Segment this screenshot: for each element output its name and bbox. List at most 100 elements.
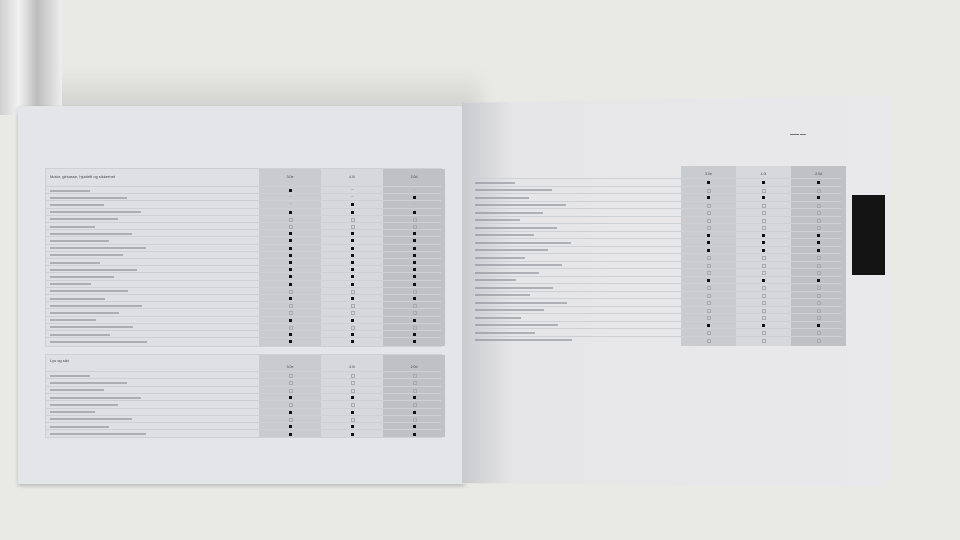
standard-mark <box>762 278 765 282</box>
optional-mark <box>762 308 766 313</box>
table-row <box>46 186 441 194</box>
brochure-left-page: Standardutstyr Ekstrautstyr Leveres ikke… <box>18 106 465 484</box>
standard-mark <box>412 340 416 344</box>
row-label <box>50 389 104 392</box>
optional-mark <box>762 218 766 223</box>
optional-mark <box>412 225 417 230</box>
row-label <box>50 268 137 271</box>
standard-mark <box>412 232 416 236</box>
optional-mark <box>412 311 417 316</box>
optional-mark <box>350 304 355 309</box>
standard-mark <box>350 318 354 322</box>
table-row <box>46 429 441 437</box>
row-label <box>50 297 105 300</box>
standard-mark <box>288 232 292 236</box>
standard-mark <box>350 410 354 414</box>
optional-mark <box>288 388 293 393</box>
optional-mark <box>817 338 821 343</box>
column-header: 3.0e <box>286 175 294 179</box>
optional-mark <box>707 271 711 276</box>
optional-mark <box>817 226 821 231</box>
table-row <box>46 315 441 324</box>
column-header: 4.0i <box>349 175 355 179</box>
spec-table-right: 3.0e 4.0i 2.0d <box>470 165 846 347</box>
standard-mark <box>817 233 820 237</box>
row-label <box>475 309 544 312</box>
table-row <box>46 322 441 331</box>
not-available-mark <box>350 196 354 197</box>
variant-column: 2.0d <box>791 166 846 346</box>
table-row <box>46 294 441 302</box>
standard-mark <box>707 248 710 252</box>
table-row <box>471 313 841 322</box>
optional-mark <box>762 338 766 343</box>
variant-column: 3.0e <box>681 166 736 346</box>
table-row <box>46 308 441 316</box>
optional-mark <box>762 211 766 216</box>
standard-mark <box>707 181 710 185</box>
table-row <box>471 283 841 292</box>
table-row <box>46 279 441 288</box>
standard-mark <box>288 210 292 214</box>
table-row <box>471 245 841 255</box>
standard-mark <box>412 210 416 214</box>
row-label <box>475 196 529 199</box>
optional-mark <box>350 217 355 222</box>
optional-mark <box>707 331 711 336</box>
optional-mark <box>412 417 417 422</box>
standard-mark <box>412 246 416 250</box>
optional-mark <box>817 218 821 223</box>
row-label <box>475 316 521 319</box>
table-row <box>471 253 841 262</box>
table-row <box>46 265 441 273</box>
table-row <box>46 407 441 416</box>
row-label <box>50 218 118 221</box>
optional-mark <box>707 218 711 223</box>
table-row <box>471 238 841 247</box>
standard-mark <box>350 268 354 272</box>
optional-mark <box>288 325 293 330</box>
row-label <box>50 239 109 242</box>
optional-mark <box>817 263 821 268</box>
optional-mark <box>762 331 766 336</box>
table-row <box>471 193 841 202</box>
variant-column: 2.0d <box>383 355 445 437</box>
row-label <box>50 381 127 384</box>
row-label <box>475 249 548 252</box>
optional-mark <box>412 289 417 294</box>
standard-mark <box>288 333 292 337</box>
row-label <box>50 261 100 264</box>
row-label <box>475 264 562 267</box>
table-row <box>471 290 841 300</box>
optional-mark <box>817 316 821 321</box>
row-label <box>50 403 118 406</box>
standard-mark <box>288 396 292 400</box>
standard-mark <box>288 246 292 250</box>
standard-mark <box>350 232 354 236</box>
table-row <box>471 320 841 330</box>
table-row <box>471 215 841 225</box>
row-label <box>475 286 553 289</box>
standard-mark <box>412 275 416 279</box>
row-label <box>475 204 566 207</box>
row-label <box>475 219 520 222</box>
optional-mark <box>350 388 355 393</box>
row-label <box>475 226 557 229</box>
row-label <box>50 196 127 199</box>
standard-mark <box>350 275 354 279</box>
row-label <box>50 411 95 414</box>
optional-mark <box>350 289 355 294</box>
table-row <box>46 243 441 252</box>
standard-mark <box>412 318 416 322</box>
optional-mark <box>707 188 711 193</box>
table-row <box>471 328 841 337</box>
table-row <box>46 301 441 309</box>
table-title: Motor, girkasse, hjuldrift og sikkerhet <box>50 174 115 179</box>
column-header: 3.0e <box>705 172 712 176</box>
row-label <box>50 340 147 343</box>
table-title: Lys og sikt <box>50 358 69 363</box>
paper-stack <box>0 0 62 115</box>
column-header: 2.0d <box>410 175 418 179</box>
optional-mark <box>707 211 711 216</box>
row-label <box>475 181 515 184</box>
